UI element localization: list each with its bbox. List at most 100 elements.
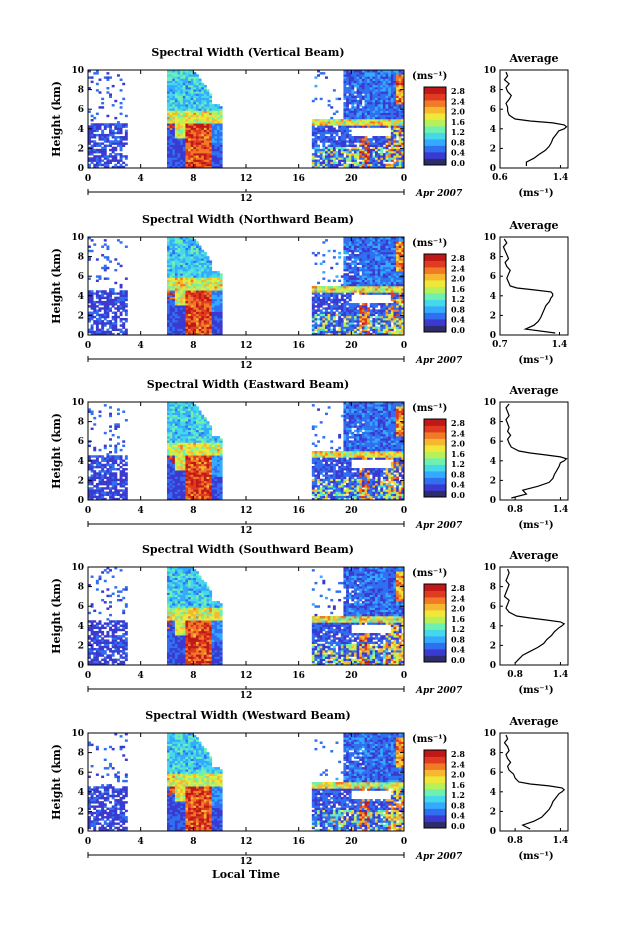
heatmap-cell [372, 87, 376, 90]
heatmap-cell [190, 328, 194, 332]
heatmap-cell [182, 245, 186, 248]
heatmap-cell [356, 106, 360, 109]
heatmap-cell [180, 127, 184, 130]
heatmap-cell [185, 116, 189, 120]
heatmap-cell [167, 155, 170, 158]
heatmap-cell [396, 153, 400, 156]
heatmap-cell [182, 292, 186, 295]
heatmap-cell [390, 241, 394, 244]
profile-x-tick-label: 1.4 [553, 173, 569, 183]
heatmap-cell [343, 290, 347, 293]
heatmap-cell [169, 281, 173, 285]
heatmap-cell [375, 150, 378, 154]
heatmap-cell [388, 281, 392, 285]
heatmap-cell [314, 165, 318, 169]
heatmap-cell [361, 256, 365, 259]
heatmap-cell [114, 140, 118, 143]
heatmap-cell [195, 311, 199, 314]
heatmap-cell [322, 241, 326, 244]
heatmap-cell [385, 84, 389, 88]
heatmap-cell [188, 326, 191, 329]
heatmap-cell [388, 251, 392, 255]
heatmap-cell [353, 74, 357, 77]
heatmap-cell [180, 76, 184, 79]
heatmap-cell [172, 159, 176, 162]
heatmap-cell [98, 157, 102, 160]
heatmap-cell [198, 332, 202, 336]
heatmap-cell [327, 136, 331, 139]
heatmap-cell [195, 271, 199, 274]
heatmap-cell [367, 91, 371, 94]
heatmap-cell [101, 332, 105, 336]
heatmap-cell [214, 296, 218, 300]
heatmap-cell [332, 290, 336, 293]
heatmap-cell [351, 101, 355, 105]
heatmap-cell [169, 268, 173, 272]
heatmap-cell [195, 146, 199, 150]
heatmap-cell [401, 315, 405, 319]
heatmap-cell [109, 129, 112, 133]
heatmap-cell [353, 273, 357, 276]
heatmap-cell [185, 303, 189, 306]
heatmap-cell [380, 114, 384, 118]
heatmap-cell [380, 138, 384, 141]
heatmap-cell [364, 74, 368, 77]
heatmap-cell [346, 140, 349, 143]
heatmap-cell [90, 461, 94, 465]
heatmap-cell [330, 142, 334, 145]
heatmap-cell [375, 165, 378, 169]
heatmap-cell [398, 148, 402, 152]
heatmap-cell [340, 292, 344, 295]
heatmap-cell [353, 91, 357, 94]
heatmap-cell [114, 157, 118, 160]
heatmap-cell [356, 121, 360, 124]
heatmap-cell [88, 153, 91, 156]
heatmap-cell [98, 328, 102, 332]
heatmap-cell [195, 161, 199, 165]
heatmap-cell [314, 76, 318, 79]
heatmap-cell [367, 70, 371, 73]
heatmap-cell [182, 286, 186, 289]
heatmap-cell [340, 296, 344, 300]
heatmap-cell [169, 101, 173, 105]
heatmap-cell [377, 249, 381, 253]
heatmap-cell [101, 101, 105, 105]
heatmap-cell [361, 97, 365, 101]
heatmap-cell [385, 108, 389, 111]
heatmap-cell [393, 125, 397, 128]
heatmap-cell [167, 254, 170, 257]
heatmap-cell [340, 144, 344, 147]
heatmap-cell [380, 245, 384, 248]
heatmap-cell [382, 317, 386, 321]
heatmap-cell [380, 101, 384, 105]
heatmap-cell [203, 114, 207, 118]
heatmap-cell [398, 161, 402, 165]
heatmap-cell [340, 155, 344, 158]
heatmap-cell [398, 283, 402, 287]
heatmap-cell [198, 93, 202, 96]
heatmap-cell [188, 165, 191, 169]
heatmap-cell [188, 313, 191, 317]
heatmap-cell [193, 245, 197, 248]
heatmap-cell [317, 298, 321, 302]
heatmap-cell [203, 313, 207, 317]
heatmap-cell [206, 266, 210, 270]
heatmap-cell [367, 317, 371, 321]
heatmap-cell [119, 101, 123, 105]
heatmap-cell [206, 298, 210, 302]
heatmap-cell [398, 138, 402, 141]
heatmap-cell [330, 129, 334, 133]
heatmap-cell [185, 144, 189, 147]
heatmap-cell [319, 262, 323, 265]
heatmap-cell [351, 256, 355, 259]
heatmap-cell [219, 155, 223, 158]
heatmap-cell [319, 127, 323, 130]
heatmap-cell [377, 136, 381, 139]
heatmap-cell [382, 136, 386, 139]
heatmap-cell [348, 288, 352, 291]
heatmap-cell [217, 104, 220, 107]
heatmap-cell [353, 245, 357, 248]
heatmap-cell [116, 328, 120, 332]
heatmap-cell [193, 315, 197, 319]
heatmap-cell [190, 283, 194, 287]
